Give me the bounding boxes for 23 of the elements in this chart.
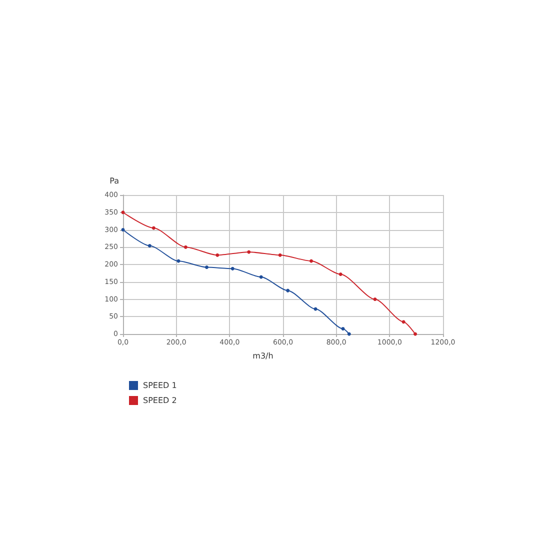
point [247, 250, 251, 254]
point [259, 275, 263, 279]
point [184, 245, 188, 249]
point [402, 320, 406, 324]
legend-label: SPEED 2 [143, 396, 177, 405]
point [152, 226, 156, 230]
point [341, 327, 345, 331]
point [338, 272, 342, 276]
point [216, 253, 220, 257]
y-axis-title: Pa [110, 176, 120, 186]
point [373, 298, 377, 301]
point [414, 332, 418, 336]
point [286, 288, 290, 292]
legend-label: SPEED 1 [143, 381, 177, 390]
point [148, 244, 152, 248]
point [347, 332, 351, 336]
line-series [121, 228, 351, 336]
point [310, 259, 314, 263]
point [230, 266, 234, 270]
point [204, 266, 208, 270]
x-axis-title: m3/h [252, 352, 274, 360]
point [278, 253, 282, 257]
line-series [121, 210, 418, 336]
